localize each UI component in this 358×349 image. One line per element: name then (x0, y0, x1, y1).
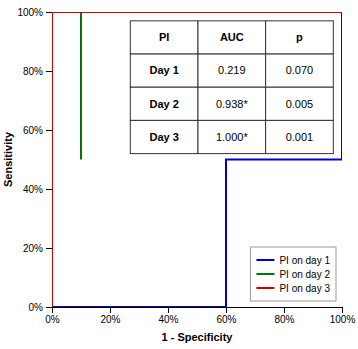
table-text: 0.938* (216, 98, 249, 110)
lines (52, 12, 342, 307)
x-tick-label: 20% (100, 314, 120, 325)
y-tick-mark (46, 307, 52, 308)
y-tick-mark (46, 12, 52, 13)
y-axis-line (46, 13, 53, 308)
table-cell (198, 54, 266, 87)
table-cell (130, 120, 198, 153)
y-tick-label: 20% (23, 243, 43, 254)
x-axis-title: 1 - Specificity (162, 331, 234, 343)
table-cell (266, 87, 334, 120)
table-cell (198, 21, 266, 54)
table-text: Day 2 (149, 98, 178, 110)
chart: 0% 20% 40% 60% 80% 100% 0% 20% 40% 60% 80% 100% 1 - … (0, 0, 358, 349)
table-text: Day 3 (149, 131, 178, 143)
y-tick-mark (46, 189, 52, 190)
x-tick-mark (110, 307, 111, 313)
series-line (52, 12, 342, 307)
table-cell (130, 54, 198, 87)
x-tick-label: 0% (45, 314, 60, 325)
table-header: p (296, 31, 303, 43)
table-cell (198, 120, 266, 153)
y-tick: 20% (23, 243, 52, 254)
x-tick: 60% (216, 307, 236, 325)
y-tick-label: 0% (29, 302, 44, 313)
y-tick: 60% (23, 125, 52, 136)
y-tick-label: 80% (23, 66, 43, 77)
y-tick: 40% (23, 184, 52, 195)
y-tick-mark (46, 248, 52, 249)
y-tick-mark (46, 130, 52, 131)
table-cell (266, 120, 334, 153)
table-header: AUC (220, 31, 244, 43)
table-text: 0.219 (218, 64, 246, 76)
y-tick-label: 40% (23, 184, 43, 195)
table-cell (266, 21, 334, 54)
x-tick-mark (226, 307, 227, 313)
x-tick-label: 40% (158, 314, 178, 325)
x-tick-mark (342, 307, 343, 313)
table-cell (130, 21, 198, 54)
x-tick-label: 100% (330, 314, 356, 325)
legend-swatch (256, 259, 274, 261)
legend: PI on day 1 PI on day 2 PI on day 3 (250, 247, 336, 301)
x-tick-mark (284, 307, 285, 313)
y-tick-label: 100% (17, 7, 43, 18)
x-tick-label: 60% (216, 314, 236, 325)
table-header: PI (159, 31, 169, 43)
x-tick-mark (168, 307, 169, 313)
legend-label: PI on day 2 (279, 269, 330, 280)
plot: 0% 20% 40% 60% 80% 100% 0% 20% 40% 60% 80% 100% 1 - … (2, 7, 355, 343)
legend-label: PI on day 1 (279, 255, 330, 266)
table-cell (130, 87, 198, 120)
legend-swatch (256, 273, 274, 275)
table-text: Day 1 (149, 64, 178, 76)
x-tick: 20% (100, 307, 120, 325)
y-axis-title: Sensitivity (2, 131, 14, 187)
y-axis: 0% 20% 40% 60% 80% 100% (17, 7, 52, 313)
x-tick: 80% (274, 307, 294, 325)
x-tick: 0% (45, 307, 60, 325)
y-tick: 0% (29, 302, 52, 313)
x-tick: 40% (158, 307, 178, 325)
x-axis-line (53, 308, 343, 314)
legend-label: PI on day 3 (279, 283, 330, 294)
y-tick: 100% (17, 7, 52, 18)
series-line (52, 12, 342, 307)
table-text: 0.005 (286, 98, 314, 110)
y-tick: 80% (23, 66, 52, 77)
x-axis: 0% 20% 40% 60% 80% 100% (45, 307, 355, 325)
x-tick-label: 80% (274, 314, 294, 325)
table-cell (266, 54, 334, 87)
series-line (52, 12, 81, 307)
y-tick-mark (46, 71, 52, 72)
table-text: 1.000* (216, 131, 249, 143)
legend-swatch (256, 287, 274, 289)
table-text: 0.070 (286, 64, 314, 76)
y-tick-label: 60% (23, 125, 43, 136)
table-text: 0.001 (286, 131, 314, 143)
table-cell (198, 87, 266, 120)
table: PI AUC p Day 1 0.219 0.070 Day 2 0.938* 0.005 Day… (130, 21, 333, 154)
legend-box (250, 247, 336, 301)
x-tick: 100% (330, 307, 356, 325)
